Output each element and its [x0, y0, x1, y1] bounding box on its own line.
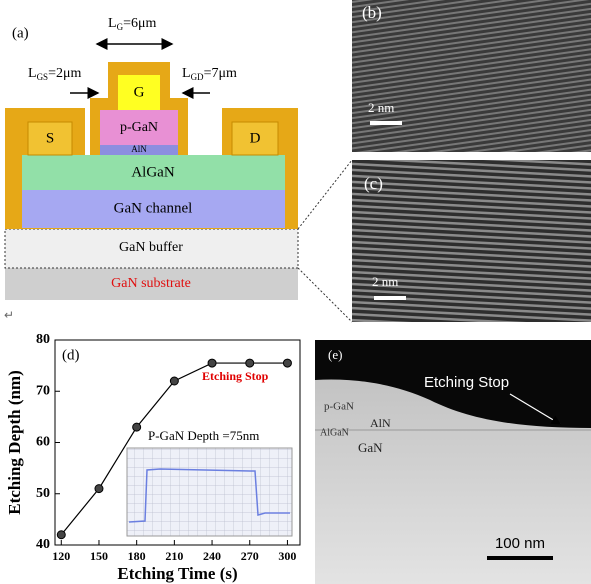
- scale-bar: [487, 556, 553, 560]
- annotation: Etching Stop: [202, 369, 269, 383]
- panel-e: (e) Etching Stop p-GaN AlN AlGaN GaN 100…: [315, 340, 591, 584]
- scale-label: 2 nm: [368, 100, 394, 115]
- y-tick-label: 40: [36, 537, 50, 552]
- panel-label: (a): [12, 25, 29, 41]
- y-axis-label: Etching Depth (nm): [5, 370, 24, 515]
- algan-layer: [22, 155, 285, 190]
- panel-c: (c) 2 nm: [352, 160, 591, 322]
- lgs-label: LGS=2μm: [28, 66, 81, 82]
- aln-layer: [100, 145, 178, 155]
- channel-layer: [22, 190, 285, 228]
- substrate-label: GaN substrate: [111, 276, 191, 291]
- tem-image: [352, 0, 591, 152]
- zoom-line: [297, 159, 353, 230]
- data-point: [132, 422, 142, 432]
- buffer-layer: [4, 228, 299, 269]
- source-label: S: [46, 130, 54, 146]
- drain-label: D: [250, 130, 261, 146]
- scale-bar: [374, 296, 406, 300]
- etching-stop-label: Etching Stop: [424, 374, 509, 391]
- arrow: [509, 393, 562, 425]
- x-tick-label: 210: [165, 549, 183, 563]
- x-tick-label: 150: [90, 549, 108, 563]
- scale-label: 2 nm: [372, 274, 398, 289]
- panel-b: (b) 2 nm: [352, 0, 591, 152]
- algan-label: AlGaN: [131, 164, 174, 180]
- drain: [231, 121, 279, 156]
- panel-label: (d): [62, 347, 80, 363]
- channel-label: GaN channel: [114, 200, 193, 216]
- y-tick-label: 80: [36, 332, 50, 347]
- pgan-label: p-GaN: [120, 120, 158, 135]
- y-tick-label: 50: [36, 486, 50, 501]
- lgd-label: LGD=7μm: [182, 66, 237, 82]
- y-tick-label: 60: [36, 435, 50, 450]
- pgan-layer: [100, 110, 178, 145]
- gate: [118, 75, 160, 110]
- gan-label: GaN: [358, 440, 383, 455]
- panel-label: (e): [328, 347, 342, 362]
- substrate-layer: [5, 268, 298, 300]
- data-point: [94, 484, 104, 494]
- etched-region: [315, 340, 591, 428]
- data-point: [282, 358, 292, 368]
- scale-label: 100 nm: [495, 535, 545, 552]
- aln-label: AlN: [370, 416, 391, 430]
- scale-bar: [370, 121, 402, 125]
- x-tick-label: 300: [278, 549, 296, 563]
- data-point: [245, 358, 255, 368]
- panel-a: (a) GaN substrate GaN buffer GaN channel…: [4, 16, 353, 323]
- data-point: [56, 530, 66, 540]
- return-mark: ↵: [4, 308, 14, 322]
- buffer-label: GaN buffer: [119, 240, 183, 255]
- inset-profile: [128, 468, 290, 523]
- tem-image: [352, 160, 591, 322]
- data-point: [169, 376, 179, 386]
- lg-label: LG=6μm: [108, 16, 156, 32]
- data-point: [207, 358, 217, 368]
- panel-label: (c): [364, 174, 383, 193]
- aln-label: AlN: [131, 144, 147, 154]
- pgan-label: p-GaN: [324, 401, 354, 413]
- annotation: P-GaN Depth =75nm: [148, 428, 259, 443]
- panel-d: 40 50 60 70 80 120 150 180 210 240 270 300 Etching T…: [5, 332, 301, 583]
- x-axis-label: Etching Time (s): [117, 564, 237, 583]
- x-tick-label: 240: [203, 549, 221, 563]
- x-tick-label: 120: [52, 549, 70, 563]
- gate-label: G: [134, 84, 145, 100]
- y-tick-label: 70: [36, 383, 50, 398]
- source: [27, 121, 73, 156]
- inset: [126, 447, 293, 537]
- x-tick-label: 270: [241, 549, 259, 563]
- panel-label: (b): [362, 3, 382, 22]
- zoom-line: [297, 267, 353, 323]
- algan-label: AlGaN: [320, 427, 349, 438]
- x-tick-label: 180: [128, 549, 146, 563]
